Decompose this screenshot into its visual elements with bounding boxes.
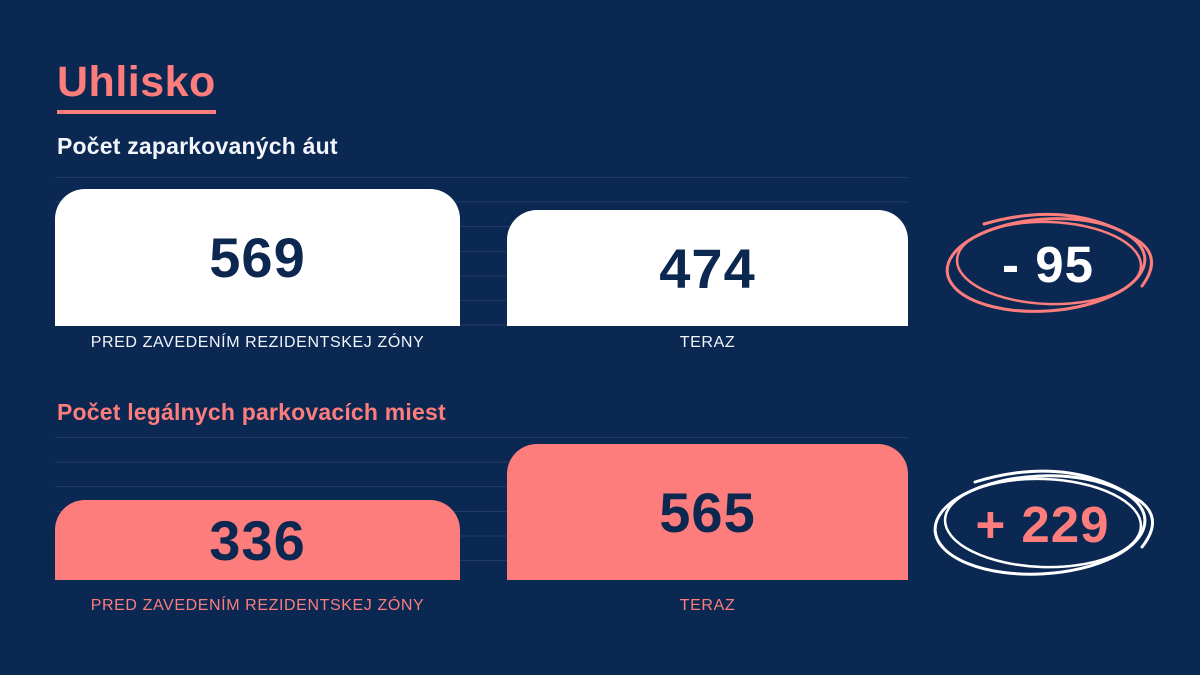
page-title: Uhlisko <box>57 59 216 115</box>
bar-value-before-legal-spots: 336 <box>209 508 306 572</box>
category-label-now-parked-cars: TERAZ <box>679 334 736 351</box>
bar-value-now-legal-spots: 565 <box>659 480 756 544</box>
section-heading-parked-cars: Počet zaparkovaných áut <box>57 133 338 159</box>
bar-value-now-parked-cars: 474 <box>659 236 756 300</box>
bar-before-legal-spots: 336 <box>55 500 460 580</box>
category-label-before-parked-cars: PRED ZAVEDENÍM REZIDENTSKEJ ZÓNY <box>90 334 425 351</box>
category-label-before-legal-spots: PRED ZAVEDENÍM REZIDENTSKEJ ZÓNY <box>90 597 425 614</box>
delta-annotation-parked-cars: - 95 <box>942 208 1154 320</box>
chart-grid-parked-cars: 569 474 <box>55 177 908 326</box>
delta-value-legal-spots: + 229 <box>975 495 1110 553</box>
bar-now-legal-spots: 565 <box>507 444 908 580</box>
delta-annotation-legal-spots: + 229 <box>930 465 1155 583</box>
category-label-now-legal-spots: TERAZ <box>679 597 736 614</box>
bar-value-before-parked-cars: 569 <box>209 226 306 289</box>
delta-value-parked-cars: - 95 <box>1002 235 1094 293</box>
bar-now-parked-cars: 474 <box>507 210 908 326</box>
bar-before-parked-cars: 569 <box>55 189 460 326</box>
hand-drawn-circle-icon <box>933 469 1154 576</box>
section-heading-legal-spots: Počet legálnych parkovacích miest <box>57 399 446 425</box>
chart-grid-legal-spots: 336 565 <box>55 437 908 580</box>
hand-drawn-circle-icon <box>945 212 1153 313</box>
